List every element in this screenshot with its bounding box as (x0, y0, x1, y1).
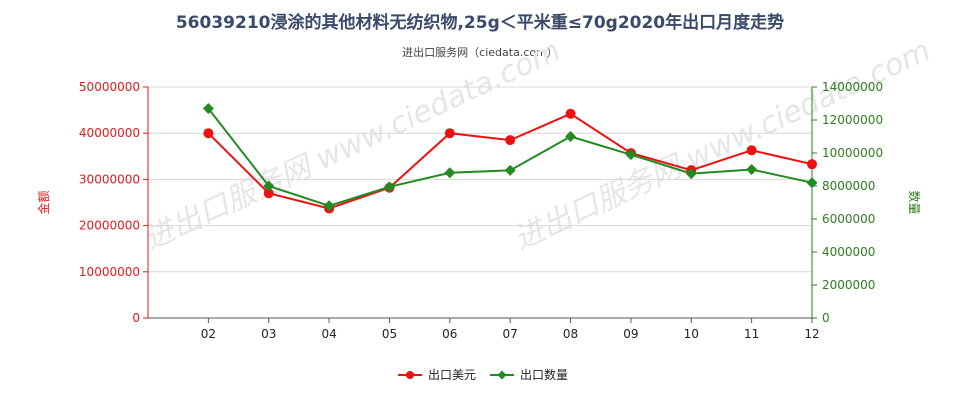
left-tick-label: 20000000 (79, 219, 140, 233)
data-point-amount (565, 108, 576, 119)
x-tick-label: 11 (744, 327, 759, 341)
data-point-quantity (323, 200, 335, 212)
right-tick-label: 14000000 (822, 80, 883, 94)
data-point-amount (263, 188, 274, 199)
data-point-quantity (263, 180, 275, 192)
right-tick-label: 10000000 (822, 146, 883, 160)
x-tick-label: 06 (442, 327, 457, 341)
data-point-amount (444, 128, 455, 139)
data-point-quantity (444, 167, 456, 179)
x-tick-label: 12 (804, 327, 819, 341)
data-point-quantity (202, 102, 214, 114)
x-tick-label: 08 (563, 327, 578, 341)
right-tick-label: 0 (822, 311, 830, 325)
watermark: 进出口服务网 www.ciedata.com (139, 33, 566, 257)
right-tick-label: 4000000 (822, 245, 875, 259)
x-tick-label: 05 (382, 327, 397, 341)
data-point-amount (203, 128, 214, 139)
legend-label: 出口数量 (520, 367, 568, 382)
x-tick-label: 09 (623, 327, 638, 341)
data-point-amount (807, 159, 817, 170)
x-tick-label: 07 (503, 327, 518, 341)
chart-title: 56039210浸涂的其他材料无纺织物,25g＜平米重≤70g2020年出口月度… (175, 13, 785, 33)
x-tick-label: 04 (321, 327, 336, 341)
data-point-quantity (625, 149, 637, 161)
right-tick-label: 6000000 (822, 212, 875, 226)
x-tick-label: 10 (684, 327, 699, 341)
data-point-quantity (685, 168, 697, 180)
right-tick-label: 12000000 (822, 113, 883, 127)
data-point-quantity (383, 181, 395, 193)
left-tick-label: 50000000 (79, 80, 140, 94)
right-axis-title: 数量 (907, 190, 922, 214)
left-tick-label: 30000000 (79, 172, 140, 186)
x-tick-label: 03 (261, 327, 276, 341)
right-tick-label: 2000000 (822, 278, 875, 292)
right-tick-label: 8000000 (822, 179, 875, 193)
chart-subtitle: 进出口服务网（ciedata.com） (402, 46, 558, 59)
left-tick-label: 0 (132, 311, 140, 325)
left-tick-label: 40000000 (79, 126, 140, 140)
data-point-amount (746, 145, 757, 156)
legend-marker (406, 371, 414, 379)
left-tick-label: 10000000 (79, 265, 140, 279)
data-point-amount (505, 135, 516, 146)
legend-label: 出口美元 (428, 368, 476, 382)
data-point-quantity (565, 131, 577, 142)
data-point-quantity (504, 164, 516, 176)
data-point-quantity (806, 177, 818, 189)
data-point-quantity (746, 164, 758, 175)
legend-marker (497, 370, 507, 380)
x-tick-label: 02 (201, 327, 216, 341)
left-axis-title: 金额 (36, 190, 51, 214)
